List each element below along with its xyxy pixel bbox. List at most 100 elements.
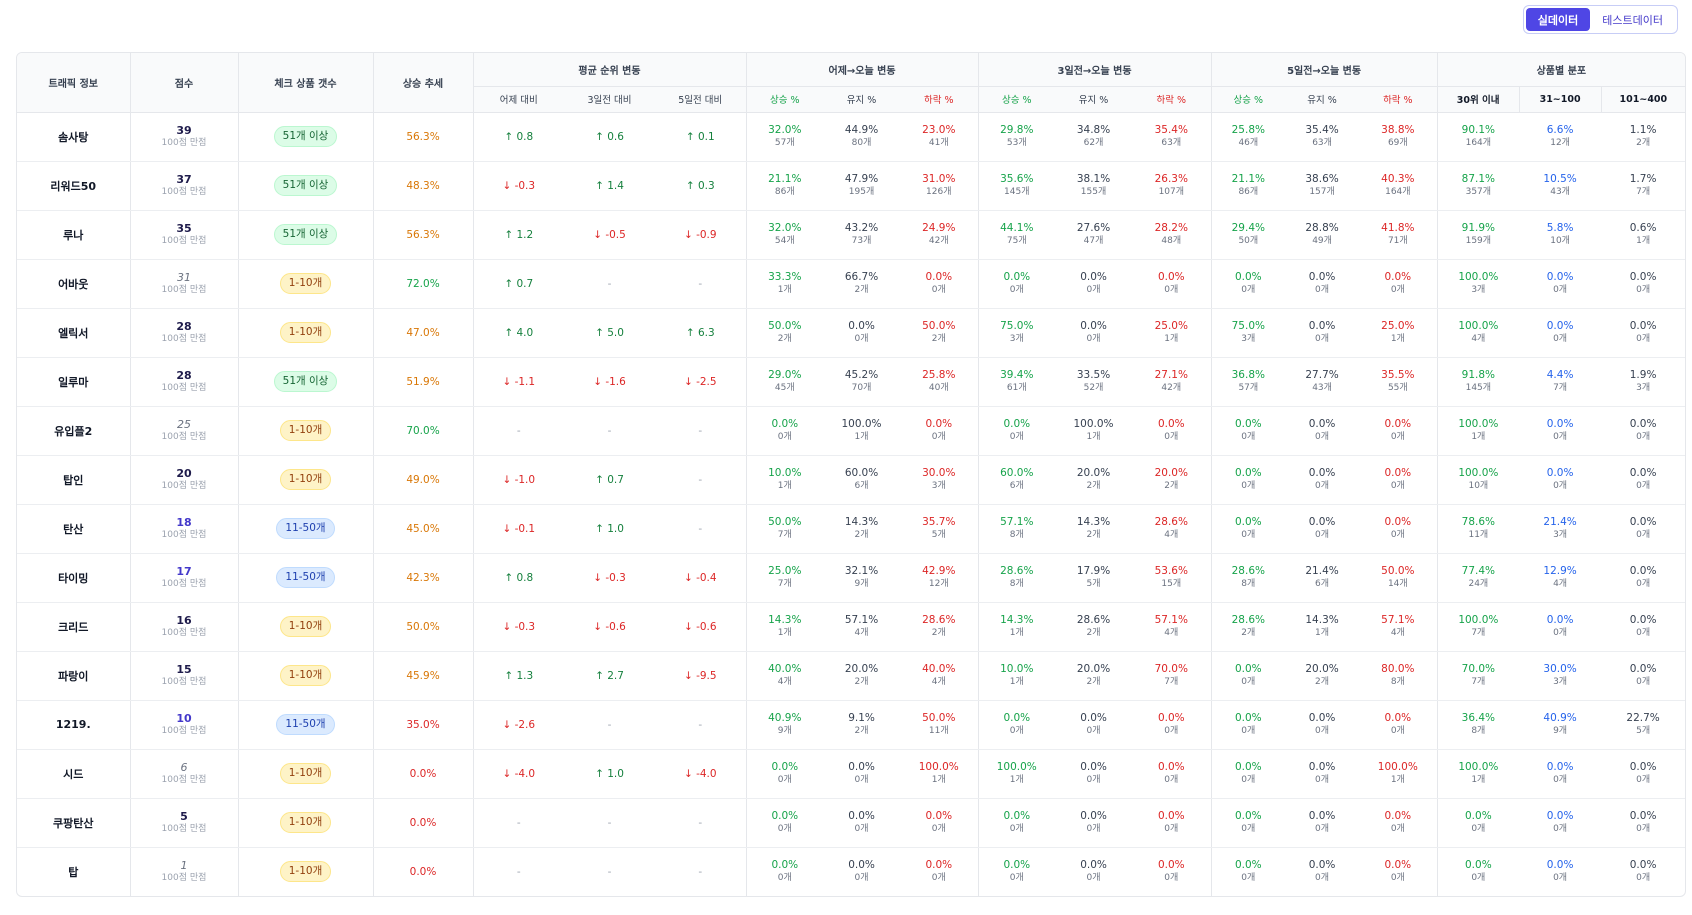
subheader-5d-keep: 유지 % <box>1285 86 1360 113</box>
percent-value: 0.0% <box>1629 466 1657 479</box>
score-block: 6 100점 만점 <box>131 761 238 787</box>
table-row[interactable]: 유입플2 25 100점 만점 1-10개 70.0% - - -0.0% 0개 100.0% 1개… <box>17 406 1685 456</box>
table-row[interactable]: 일루마 28 100점 만점 51개 이상 51.9% ↓ -1.1 ↓ -1.6 ↓ -2.… <box>17 357 1685 407</box>
score-block: 17 100점 만점 <box>131 565 238 591</box>
table-row[interactable]: 탑인 20 100점 만점 1-10개 49.0% ↓ -1.0 ↑ 0.7 - 10.0% 1개… <box>17 455 1685 505</box>
percent-value: 0.0% <box>1234 515 1262 528</box>
header-yesterday-today: 어제→오늘 변동 <box>746 53 979 87</box>
count-value: 0개 <box>931 431 946 442</box>
dist-within30-cell-value: 90.1% 164개 <box>1438 124 1520 150</box>
dist-31-100-cell: 0.0% 0개 <box>1519 798 1602 848</box>
rank-vs-yesterday-value: ↑ 1.3 <box>504 669 534 682</box>
check-count-cell: 1-10개 <box>238 847 374 896</box>
traffic-name: 유입플2 <box>54 424 93 438</box>
percent-value: 0.0% <box>1629 760 1657 773</box>
count-value: 4개 <box>854 627 869 638</box>
count-value: 48개 <box>1161 235 1182 246</box>
5d-up-cell: 25.8% 46개 <box>1211 112 1286 162</box>
trend-cell: 56.3% <box>373 210 474 260</box>
percent-value: 0.0% <box>1003 270 1031 283</box>
table-row[interactable]: 탑 1 100점 만점 1-10개 0.0% - - -0.0% 0개 0.0% 0개 0.0% 0개 0… <box>17 847 1685 896</box>
3d-keep-cell: 0.0% 0개 <box>1055 700 1133 750</box>
table-row[interactable]: 타이밍 17 100점 만점 11-50개 42.3% ↑ 0.8 ↓ -0.3 ↓ -0.4… <box>17 553 1685 603</box>
percent-value: 0.0% <box>1234 809 1262 822</box>
rank-vs-5d-cell: - <box>655 406 747 456</box>
table-row[interactable]: 쿠팡탄산 5 100점 만점 1-10개 0.0% - - -0.0% 0개 0.0% 0개 0.0%… <box>17 798 1685 848</box>
check-count-cell: 51개 이상 <box>238 161 374 211</box>
percent-value: 0.0% <box>848 858 875 871</box>
5d-up-cell: 0.0% 0개 <box>1211 651 1286 701</box>
percent-value: 14.3% <box>1000 613 1034 626</box>
count-value: 0개 <box>777 872 792 883</box>
score-cell: 6 100점 만점 <box>130 749 239 799</box>
score-value: 39 <box>176 123 192 137</box>
count-value: 0개 <box>1636 578 1651 589</box>
trend-cell: 47.0% <box>373 308 474 358</box>
test-data-button[interactable]: 테스트데이터 <box>1590 8 1675 31</box>
yesterday-down-cell: 28.6% 2개 <box>900 602 979 652</box>
5d-down-cell: 0.0% 0개 <box>1359 504 1438 554</box>
5d-keep-cell: 0.0% 0개 <box>1285 259 1360 309</box>
score-max-label: 100점 만점 <box>161 872 207 883</box>
table-row[interactable]: 루나 35 100점 만점 51개 이상 56.3% ↑ 1.2 ↓ -0.5 ↓ -0.9 3… <box>17 210 1685 260</box>
score-cell: 15 100점 만점 <box>130 651 239 701</box>
rank-vs-5d-cell: ↑ 0.3 <box>655 161 747 211</box>
count-value: 0개 <box>931 284 946 295</box>
rank-vs-5d-value: ↓ -0.6 <box>683 620 717 633</box>
3d-up-cell-value: 0.0% 0개 <box>979 271 1056 297</box>
table-row[interactable]: 엘릭서 28 100점 만점 1-10개 47.0% ↑ 4.0 ↑ 5.0 ↑ 6.3 50.… <box>17 308 1685 358</box>
dist-101-400-cell-value: 22.7% 5개 <box>1601 712 1685 738</box>
table-row[interactable]: 파랑이 15 100점 만점 1-10개 45.9% ↑ 1.3 ↑ 2.7 ↓ -9.5 40… <box>17 651 1685 701</box>
5d-down-cell-value: 57.1% 4개 <box>1359 614 1436 640</box>
count-value: 2개 <box>1086 529 1101 540</box>
dist-within30-cell-value: 70.0% 7개 <box>1438 663 1520 689</box>
score-block: 28 100점 만점 <box>131 320 238 346</box>
count-value: 0개 <box>1315 872 1330 883</box>
check-count-badge: 51개 이상 <box>273 126 338 147</box>
check-count-cell: 51개 이상 <box>238 112 374 162</box>
percent-value: 30.0% <box>1543 662 1577 675</box>
yesterday-keep-cell: 20.0% 2개 <box>823 651 901 701</box>
count-value: 3개 <box>1553 676 1568 687</box>
score-cell: 1 100점 만점 <box>130 847 239 896</box>
percent-value: 0.0% <box>1384 466 1412 479</box>
table-row[interactable]: 크리드 16 100점 만점 1-10개 50.0% ↓ -0.3 ↓ -0.6 ↓ -0.6… <box>17 602 1685 652</box>
percent-value: 87.1% <box>1461 172 1496 185</box>
yesterday-keep-cell-value: 60.0% 6개 <box>823 467 900 493</box>
real-data-button[interactable]: 실데이터 <box>1525 8 1591 31</box>
score-value: 25 <box>177 417 191 431</box>
percent-value: 0.0% <box>1308 319 1336 332</box>
3d-up-cell-value: 100.0% 1개 <box>979 761 1056 787</box>
dist-within30-cell: 100.0% 1개 <box>1437 406 1520 456</box>
percent-value: 53.6% <box>1154 564 1188 577</box>
yesterday-down-cell: 50.0% 2개 <box>900 308 979 358</box>
subheader-y-keep: 유지 % <box>823 86 901 113</box>
3d-keep-cell-value: 0.0% 0개 <box>1055 271 1132 297</box>
percent-value: 100.0% <box>1458 760 1499 773</box>
3d-up-cell-value: 10.0% 1개 <box>979 663 1056 689</box>
percent-value: 1.1% <box>1629 123 1657 136</box>
percent-value: 9.1% <box>848 711 875 724</box>
table-row[interactable]: 탄산 18 100점 만점 11-50개 45.0% ↓ -0.1 ↑ 1.0-50.0% 7… <box>17 504 1685 554</box>
yesterday-up-cell: 0.0% 0개 <box>746 798 824 848</box>
yesterday-up-cell: 25.0% 7개 <box>746 553 824 603</box>
3d-keep-cell: 100.0% 1개 <box>1055 406 1133 456</box>
rank-vs-5d-cell: ↓ -0.9 <box>655 210 747 260</box>
traffic-name-cell: 탑 <box>17 847 131 896</box>
percent-value: 0.0% <box>1080 858 1107 871</box>
yesterday-down-cell-value: 24.9% 42개 <box>900 222 977 248</box>
table-row[interactable]: 어바웃 31 100점 만점 1-10개 72.0% ↑ 0.7- -33.3% 1개 66.7… <box>17 259 1685 309</box>
3d-down-cell-value: 0.0% 0개 <box>1132 418 1210 444</box>
percent-value: 34.8% <box>1076 123 1111 136</box>
5d-down-cell: 0.0% 0개 <box>1359 798 1438 848</box>
table-row[interactable]: 솜사탕 39 100점 만점 51개 이상 56.3% ↑ 0.8 ↑ 0.6 ↑ 0.1 32… <box>17 112 1685 162</box>
score-block: 15 100점 만점 <box>131 663 238 689</box>
dist-31-100-cell: 10.5% 43개 <box>1519 161 1602 211</box>
table-row[interactable]: 1219. 10 100점 만점 11-50개 35.0% ↓ -2.6- -40.9% 9개… <box>17 700 1685 750</box>
score-block: 39 100점 만점 <box>131 124 238 150</box>
yesterday-keep-cell-value: 43.2% 73개 <box>823 222 900 248</box>
table-row[interactable]: 시드 6 100점 만점 1-10개 0.0% ↓ -4.0 ↑ 1.0 ↓ -4.0 0.0%… <box>17 749 1685 799</box>
table-row[interactable]: 리워드50 37 100점 만점 51개 이상 48.3% ↓ -0.3 ↑ 1.4 ↑ 0.… <box>17 161 1685 211</box>
rank-vs-yesterday-cell: ↓ -0.1 <box>473 504 564 554</box>
percent-value: 90.1% <box>1461 123 1496 136</box>
